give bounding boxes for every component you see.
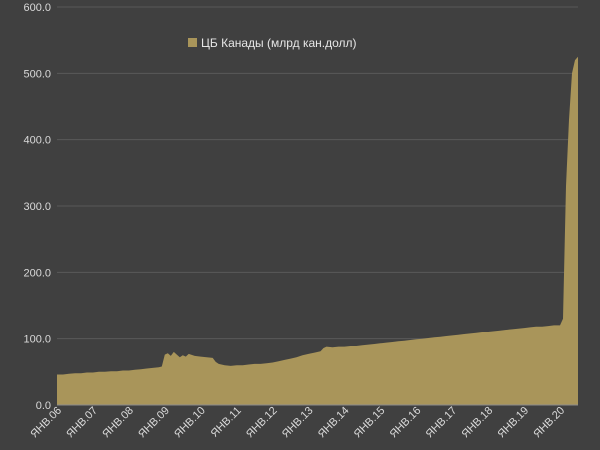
x-tick-label: ЯНВ.11 bbox=[209, 405, 244, 440]
y-tick-label: 300.0 bbox=[23, 201, 51, 213]
y-tick-label: 600.0 bbox=[23, 2, 51, 14]
area-series-0 bbox=[57, 56, 578, 406]
y-tick-label: 0.0 bbox=[36, 400, 51, 412]
x-tick-label: ЯНВ.20 bbox=[531, 405, 567, 441]
x-tick-label: ЯНВ.08 bbox=[100, 405, 136, 441]
x-tick-label: ЯНВ.17 bbox=[424, 405, 460, 441]
x-tick-label: ЯНВ.13 bbox=[280, 405, 316, 441]
x-tick-label: ЯНВ.12 bbox=[244, 405, 280, 441]
x-tick-label: ЯНВ.14 bbox=[316, 405, 352, 441]
x-tick-label: ЯНВ.15 bbox=[352, 405, 388, 441]
y-tick-label: 100.0 bbox=[23, 334, 51, 346]
legend-label: ЦБ Канады (млрд кан.долл) bbox=[201, 36, 357, 50]
x-tick-label: ЯНВ.07 bbox=[64, 405, 100, 441]
legend: ЦБ Канады (млрд кан.долл) bbox=[188, 36, 357, 50]
y-tick-label: 400.0 bbox=[23, 135, 51, 147]
y-tick-label: 200.0 bbox=[23, 267, 51, 279]
legend-swatch bbox=[188, 38, 197, 47]
grid-lines bbox=[57, 6, 578, 406]
y-axis: 0.0 100.0 200.0 300.0 400.0 500.0 600.0 bbox=[23, 2, 51, 412]
x-axis: ЯНВ.06 ЯНВ.07 ЯНВ.08 ЯНВ.09 ЯНВ.10 ЯНВ.11 ЯНВ.… bbox=[28, 404, 578, 441]
x-tick-label: ЯНВ.19 bbox=[495, 405, 531, 441]
y-tick-label: 500.0 bbox=[23, 68, 51, 80]
x-tick-label: ЯНВ.18 bbox=[460, 405, 496, 441]
series-layer bbox=[57, 56, 578, 406]
x-tick-label: ЯНВ.10 bbox=[172, 405, 208, 441]
x-tick-label: ЯНВ.16 bbox=[388, 405, 424, 441]
x-tick-label: ЯНВ.09 bbox=[136, 405, 172, 441]
